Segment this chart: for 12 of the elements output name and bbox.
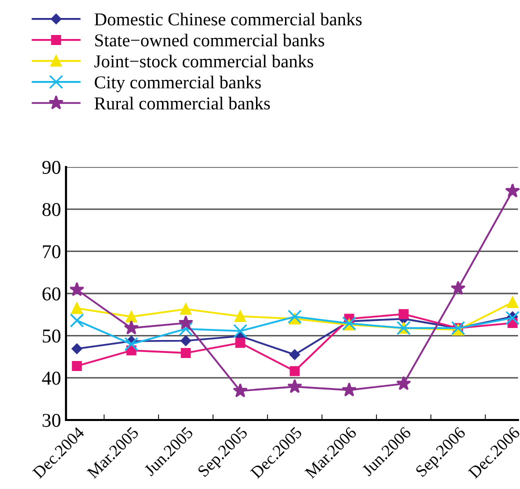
y-tick-label: 40 [42,372,60,385]
legend-label: Domestic Chinese commercial banks [94,12,362,26]
legend-label: City commercial banks [94,76,261,92]
y-tick-label: 80 [42,202,60,216]
legend-label: Joint−stock commercial banks [94,54,314,68]
y-tick-label: 70 [42,245,60,258]
legend-label: Rural commercial banks [94,96,270,110]
y-tick-label: 30 [42,414,60,427]
y-tick-label: 90 [42,160,60,174]
y-tick-label: 60 [42,287,60,300]
y-tick-label: 50 [42,329,60,343]
legend-label: State−owned commercial banks [95,34,324,46]
